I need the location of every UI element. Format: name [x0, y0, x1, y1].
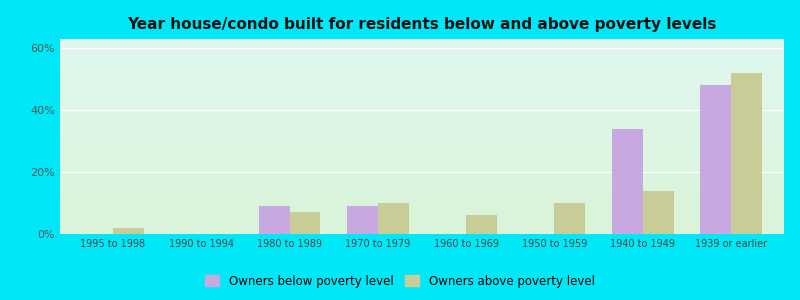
- Bar: [731, 73, 762, 234]
- Legend: Owners below poverty level, Owners above poverty level: Owners below poverty level, Owners above…: [202, 271, 598, 291]
- Title: Year house/condo built for residents below and above poverty levels: Year house/condo built for residents bel…: [127, 17, 717, 32]
- Bar: [378, 203, 409, 234]
- Bar: [466, 215, 497, 234]
- Bar: [258, 206, 290, 234]
- Bar: [554, 203, 586, 234]
- Bar: [290, 212, 321, 234]
- Bar: [612, 129, 642, 234]
- Bar: [700, 85, 731, 234]
- Bar: [642, 191, 674, 234]
- Bar: [113, 228, 144, 234]
- Bar: [347, 206, 378, 234]
